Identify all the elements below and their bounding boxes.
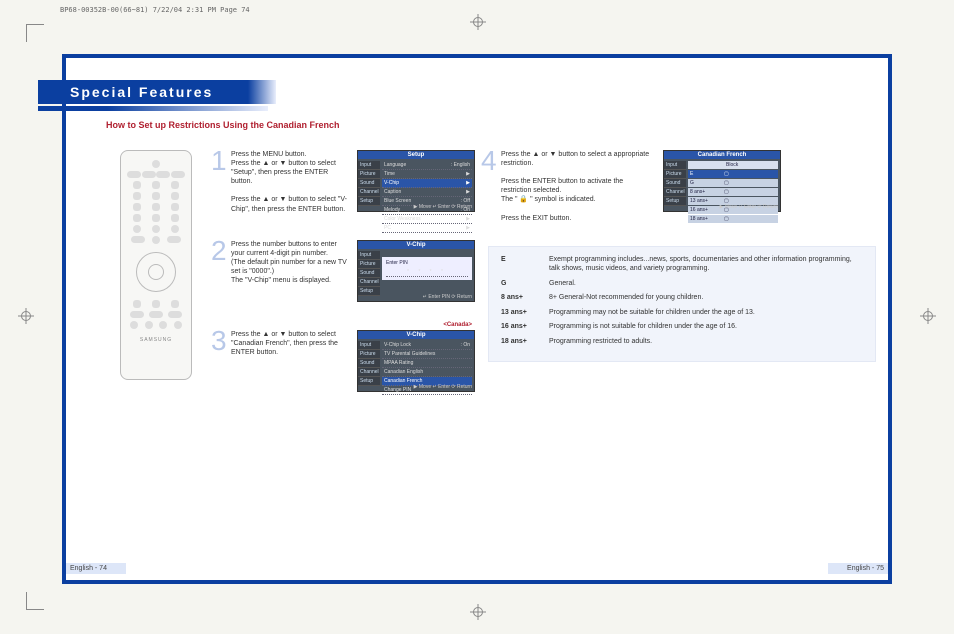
step-number: 3 xyxy=(211,330,229,392)
osd-side-item: Channel xyxy=(358,188,380,197)
osd-side-item: Channel xyxy=(358,368,380,377)
rating-desc: 8+ General-Not recommended for young chi… xyxy=(549,293,863,302)
step-4: 4 Press the ▲ or ▼ button to select a ap… xyxy=(481,150,781,223)
osd-menu-item: V-Chip Lock: On xyxy=(382,341,472,350)
step-2: 2 Press the number buttons to enter your… xyxy=(211,240,475,302)
rating-desc: Programming restricted to adults. xyxy=(549,337,863,346)
osd-bottombar: ▶ Move ↵ Enter ⟳ Return xyxy=(382,384,472,390)
rating-row: 18 ans+Programming restricted to adults. xyxy=(501,337,863,346)
step-number: 2 xyxy=(211,240,229,302)
print-header: BP68-00352B-00(66~81) 7/22/04 2:31 PM Pa… xyxy=(60,6,250,14)
osd-side-item: Setup xyxy=(358,197,380,206)
osd-grid-row: 18 ans+▢ xyxy=(688,215,778,223)
osd-side-item: Picture xyxy=(358,350,380,359)
rating-key: 13 ans+ xyxy=(501,308,549,317)
step-number: 4 xyxy=(481,150,499,223)
osd-side-item: Sound xyxy=(358,179,380,188)
title-underline xyxy=(38,106,268,111)
osd-side-item: Input xyxy=(358,251,380,260)
step-3: 3 Press the ▲ or ▼ button to select "Can… xyxy=(211,330,475,392)
osd-side-item: Picture xyxy=(358,170,380,179)
osd-grid-header: Block xyxy=(688,161,778,169)
rating-row: 16 ans+Programming is not suitable for c… xyxy=(501,322,863,331)
osd-menu-item: TV Parental Guidelines xyxy=(382,350,472,359)
osd-side-item: Channel xyxy=(664,188,686,197)
page-subtitle: How to Set up Restrictions Using the Can… xyxy=(106,120,340,130)
rating-key: 16 ans+ xyxy=(501,322,549,331)
osd-side-item: Sound xyxy=(358,359,380,368)
osd-menu-item: Caption▶ xyxy=(382,188,472,197)
crop-mark xyxy=(26,24,44,42)
page-left: Special Features How to Set up Restricti… xyxy=(66,58,476,580)
osd-menu-item: Canadian English xyxy=(382,368,472,377)
osd-setup: Setup InputPictureSoundChannelSetup Lang… xyxy=(357,150,475,212)
osd-grid-row: E▢ xyxy=(688,170,778,178)
rating-desc: General. xyxy=(549,279,863,288)
osd-side-item: Sound xyxy=(664,179,686,188)
rating-key: 18 ans+ xyxy=(501,337,549,346)
osd-side-item: Setup xyxy=(358,287,380,296)
rating-desc: Programming may not be suitable for chil… xyxy=(549,308,863,317)
osd-grid-row: 8 ans+▢ xyxy=(688,188,778,196)
remote-brand: SAMSUNG xyxy=(127,337,185,343)
rating-key: G xyxy=(501,279,549,288)
osd-vchip-menu: <Canada> V-Chip InputPictureSoundChannel… xyxy=(357,330,475,392)
osd-side-item: Picture xyxy=(664,170,686,179)
osd-side-item: Setup xyxy=(664,197,686,206)
step-1: 1 Press the MENU button. Press the ▲ or … xyxy=(211,150,475,214)
osd-enter-pin-label: Enter PIN xyxy=(386,260,408,266)
osd-menu-item: Color Weakness▶ xyxy=(382,215,472,224)
osd-grid-row: G▢ xyxy=(688,179,778,187)
step-text: Press the number buttons to enter your c… xyxy=(231,240,351,302)
crop-mark xyxy=(26,592,44,610)
rating-key: 8 ans+ xyxy=(501,293,549,302)
osd-title: Canadian French xyxy=(664,151,780,159)
osd-side-item: Setup xyxy=(358,377,380,386)
osd-canadian-french: Canadian French InputPictureSoundChannel… xyxy=(663,150,781,212)
rating-desc: Programming is not suitable for children… xyxy=(549,322,863,331)
page-frame: Special Features How to Set up Restricti… xyxy=(62,54,892,584)
osd-menu-item: Language: English xyxy=(382,161,472,170)
step-text: Press the ▲ or ▼ button to select a appr… xyxy=(501,150,651,223)
osd-side-item: Input xyxy=(358,161,380,170)
osd-menu-item: PC▶ xyxy=(382,224,472,233)
osd-menu-item: MPAA Rating xyxy=(382,359,472,368)
rating-row: 8 ans+8+ General-Not recommended for you… xyxy=(501,293,863,302)
osd-vchip-pin: V-Chip InputPictureSoundChannelSetup Ent… xyxy=(357,240,475,302)
registration-mark xyxy=(470,14,486,30)
rating-desc: Exempt programming includes...news, spor… xyxy=(549,255,863,274)
osd-menu-item: Time▶ xyxy=(382,170,472,179)
osd-region-label: <Canada> xyxy=(443,322,472,328)
osd-title: V-Chip xyxy=(358,241,474,249)
step-text: Press the MENU button. Press the ▲ or ▼ … xyxy=(231,150,351,214)
rating-row: EExempt programming includes...news, spo… xyxy=(501,255,863,274)
osd-side-item: Sound xyxy=(358,269,380,278)
osd-title: V-Chip xyxy=(358,331,474,339)
osd-pin-dots: * * * * xyxy=(386,268,468,277)
registration-mark xyxy=(18,308,34,324)
osd-bottombar: ▶ Move ↵ Enter ⟳ Return xyxy=(688,204,778,210)
ratings-legend: EExempt programming includes...news, spo… xyxy=(488,246,876,362)
osd-title: Setup xyxy=(358,151,474,159)
osd-bottombar: ▶ Move ↵ Enter ⟳ Return xyxy=(382,204,472,210)
osd-side-item: Channel xyxy=(358,278,380,287)
osd-side-item: Input xyxy=(358,341,380,350)
rating-row: 13 ans+Programming may not be suitable f… xyxy=(501,308,863,317)
footer-right: English - 75 xyxy=(828,563,888,574)
osd-side-item: Input xyxy=(664,161,686,170)
rating-key: E xyxy=(501,255,549,274)
registration-mark xyxy=(470,604,486,620)
osd-menu-item: V-Chip▶ xyxy=(382,179,472,188)
page-right: 4 Press the ▲ or ▼ button to select a ap… xyxy=(476,58,888,580)
remote-illustration: SAMSUNG xyxy=(120,150,192,380)
osd-bottombar: ↵ Enter PIN ⟳ Return xyxy=(382,294,472,300)
footer-left: English - 74 xyxy=(66,563,126,574)
rating-row: GGeneral. xyxy=(501,279,863,288)
osd-side-item: Picture xyxy=(358,260,380,269)
page-title-bar: Special Features xyxy=(38,80,248,104)
step-text: Press the ▲ or ▼ button to select "Canad… xyxy=(231,330,351,392)
registration-mark xyxy=(920,308,936,324)
step-number: 1 xyxy=(211,150,229,214)
